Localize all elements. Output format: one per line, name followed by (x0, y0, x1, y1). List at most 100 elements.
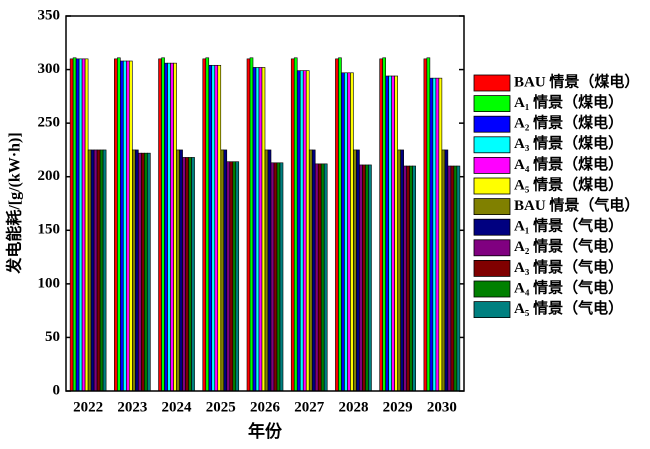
bar (426, 57, 431, 392)
bar (267, 149, 272, 392)
legend-label: A₂ 情景（气电） (514, 237, 623, 255)
bar (317, 163, 322, 392)
y-tick-label: 50 (45, 329, 60, 345)
bar (353, 149, 357, 392)
bar (176, 149, 180, 392)
bar (394, 75, 398, 392)
bar (314, 163, 319, 392)
bar (279, 162, 284, 392)
legend-swatch (473, 259, 511, 277)
x-tick-label: 2025 (206, 399, 236, 415)
bar (344, 72, 348, 392)
bar (208, 64, 213, 392)
x-tick-label: 2027 (294, 399, 325, 415)
legend-label: BAU 情景（煤电） (514, 72, 639, 90)
bar (382, 57, 386, 392)
x-tick-label: 2029 (383, 399, 413, 415)
bar (296, 70, 301, 392)
bar (379, 58, 383, 392)
bar (261, 67, 266, 392)
legend-label: A₄ 情景（煤电） (514, 155, 623, 173)
y-tick-label: 250 (38, 115, 61, 131)
bar (126, 60, 130, 392)
x-tick-label: 2028 (338, 399, 368, 415)
bar (114, 58, 118, 392)
y-tick-label: 350 (38, 7, 61, 23)
bar (161, 57, 165, 392)
y-tick-label: 200 (38, 168, 61, 184)
bar (368, 164, 372, 392)
legend-label: A₄ 情景（气电） (514, 278, 623, 296)
y-tick-label: 0 (53, 382, 61, 398)
bar (290, 58, 295, 392)
bar (441, 149, 446, 392)
bar (144, 152, 148, 392)
bar (255, 67, 260, 392)
bar (252, 67, 257, 392)
bar (117, 57, 121, 392)
bar (170, 62, 174, 392)
bar (182, 157, 186, 392)
legend-swatch (473, 280, 511, 298)
bar (388, 75, 392, 392)
legend-label: A₃ 情景（气电） (514, 258, 623, 276)
legend-label: A₁ 情景（煤电） (514, 93, 623, 111)
bar (302, 70, 307, 392)
bar (293, 57, 298, 392)
bar (432, 77, 437, 392)
legend-label: BAU 情景（气电） (514, 196, 639, 214)
bar (75, 58, 80, 392)
bar (276, 162, 281, 392)
bar (447, 165, 452, 392)
bar (123, 60, 127, 392)
bar (385, 75, 389, 392)
bar (214, 64, 219, 392)
bar (135, 149, 139, 392)
bar (99, 149, 104, 392)
bar (450, 165, 455, 392)
bar (164, 62, 168, 392)
x-tick-label: 2030 (427, 399, 457, 415)
bar (147, 152, 151, 392)
legend-swatch (473, 301, 511, 319)
plot-frame (65, 15, 465, 392)
legend-swatch (473, 156, 511, 174)
x-tick-label: 2026 (250, 399, 281, 415)
bar (132, 149, 136, 392)
x-tick-label: 2022 (73, 399, 103, 415)
bar (320, 163, 325, 392)
legend-label: A₁ 情景（气电） (514, 217, 623, 235)
bar (229, 161, 234, 392)
bar (141, 152, 145, 392)
bar (323, 163, 328, 392)
x-tick-label: 2023 (117, 399, 147, 415)
bar (338, 57, 342, 392)
bar (87, 149, 92, 392)
bar (311, 149, 316, 392)
bar (205, 57, 210, 392)
bar (429, 77, 434, 392)
legend-swatch (473, 136, 511, 154)
bar (202, 58, 207, 392)
legend-swatch (473, 239, 511, 257)
bar (185, 157, 189, 392)
bar (90, 149, 95, 392)
bar (273, 162, 278, 392)
bar (453, 165, 458, 392)
bar (120, 60, 124, 392)
bar (347, 72, 351, 392)
bar (72, 57, 77, 392)
bar (258, 67, 263, 392)
bar (211, 64, 216, 392)
bar (217, 64, 222, 392)
legend-label: A₅ 情景（气电） (514, 299, 623, 317)
bar (365, 164, 369, 392)
bar (264, 149, 269, 392)
bar (341, 72, 345, 392)
bar (78, 58, 83, 392)
bar (356, 149, 360, 392)
x-axis-label: 年份 (248, 421, 283, 441)
legend-swatch (473, 177, 511, 195)
y-tick-label: 300 (38, 61, 61, 77)
